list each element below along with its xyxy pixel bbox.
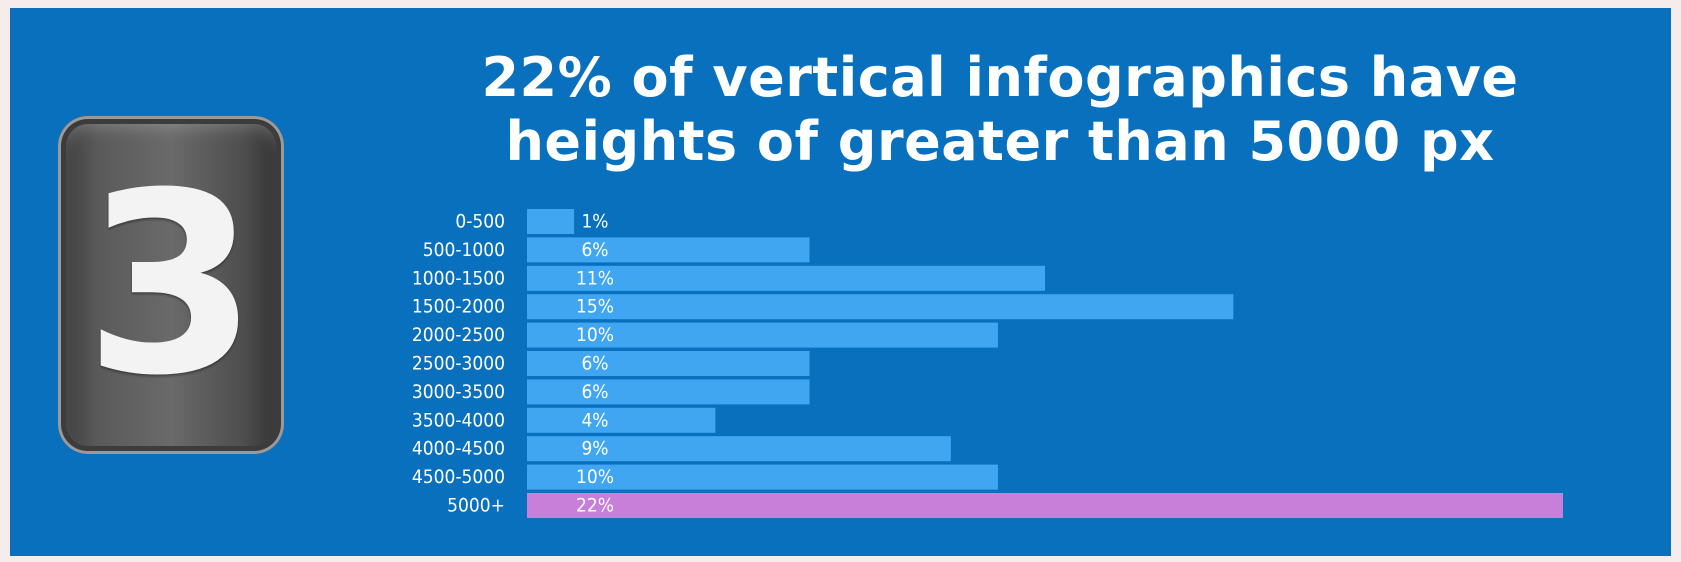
category-label: 2500-3000: [412, 353, 505, 375]
data-label: 15%: [576, 296, 614, 318]
data-label: 6%: [581, 381, 608, 403]
bar: [527, 493, 1563, 518]
bar: [527, 407, 716, 433]
category-label: 1000-1500: [412, 267, 505, 289]
category-label: 1500-2000: [412, 296, 505, 318]
category-label: 4500-5000: [412, 466, 505, 488]
badge-number: 3: [84, 139, 258, 430]
bar: [527, 351, 810, 376]
chart-title-line-1: 22% of vertical infographics have: [481, 46, 1519, 109]
data-label: 11%: [576, 267, 614, 289]
bar: [527, 379, 810, 405]
bar: [527, 322, 998, 348]
data-label: 10%: [576, 466, 614, 488]
category-label: 4000-4500: [412, 438, 505, 460]
chart-title: 22% of vertical infographics have height…: [400, 46, 1600, 174]
data-label: 4%: [581, 409, 608, 431]
bar: [527, 265, 1045, 291]
data-label: 6%: [581, 239, 608, 261]
bar: [527, 294, 1234, 320]
category-label: 500-1000: [423, 239, 505, 261]
data-label: 10%: [576, 324, 614, 346]
data-label: 6%: [581, 353, 608, 375]
bar: [527, 209, 575, 234]
category-label: 5000+: [447, 495, 505, 517]
data-label: 9%: [581, 438, 608, 460]
data-label: 1%: [581, 211, 608, 233]
category-label: 0-500: [455, 211, 505, 233]
category-label: 3000-3500: [412, 381, 505, 403]
bar: [527, 464, 998, 490]
chart-title-line-2: heights of greater than 5000 px: [505, 110, 1495, 173]
bar: [527, 237, 810, 263]
category-label: 2000-2500: [412, 324, 505, 346]
data-label: 22%: [576, 495, 614, 517]
category-label: 3500-4000: [412, 409, 505, 431]
number-badge: 3: [58, 116, 284, 454]
bar: [527, 436, 951, 462]
